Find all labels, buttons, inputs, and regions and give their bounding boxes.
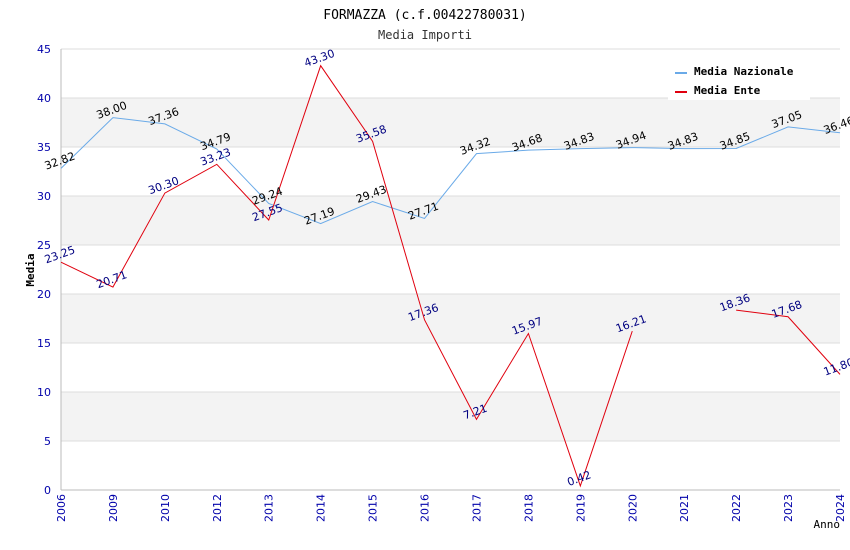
y-tick-label: 35: [37, 141, 51, 154]
y-tick-label: 0: [44, 484, 51, 497]
y-tick-label: 40: [37, 92, 51, 105]
x-tick-label: 2023: [782, 494, 795, 522]
x-tick-label: 2009: [107, 494, 120, 522]
y-tick-label: 5: [44, 435, 51, 448]
x-tick-labels: 2006 2009 2010 2012 2013 2014 2015 2016 2017 2018…: [55, 494, 847, 522]
legend-label-nazionale: Media Nazionale: [694, 65, 794, 78]
y-tick-label: 10: [37, 386, 51, 399]
y-tick-label: 20: [37, 288, 51, 301]
legend-box: [668, 60, 810, 100]
x-tick-label: 2017: [470, 494, 483, 522]
y-tick-labels: 0 5 10 15 20 25 30 35 40 45: [37, 43, 51, 497]
series-line-ente: [736, 309, 841, 375]
x-tick-label: 2013: [263, 494, 276, 522]
data-label: 30.30: [147, 174, 181, 197]
x-tick-label: 2021: [678, 494, 691, 522]
chart-title: FORMAZZA (c.f.00422780031): [323, 8, 527, 23]
chart-subtitle: Media Importi: [378, 28, 472, 42]
y-tick-label: 30: [37, 190, 51, 203]
y-tick-label: 25: [37, 239, 51, 252]
x-tick-label: 2014: [315, 494, 328, 522]
x-tick-label: 2024: [834, 494, 847, 522]
axes: [60, 49, 840, 491]
x-axis-title: Anno: [814, 518, 841, 531]
x-tick-label: 2019: [574, 494, 587, 522]
y-axis-title: Media: [24, 253, 37, 286]
plot-band: [61, 98, 840, 147]
data-label: 20.71: [95, 268, 129, 291]
series-line-ente: [60, 64, 633, 488]
x-tick-label: 2022: [730, 494, 743, 522]
plot-band: [61, 392, 840, 441]
x-tick-label: 2012: [211, 494, 224, 522]
plot-band: [61, 294, 840, 343]
x-tick-label: 2010: [159, 494, 172, 522]
x-tick-label: 2006: [55, 494, 68, 522]
legend: Media Nazionale Media Ente: [668, 60, 810, 100]
x-tick-label: 2020: [626, 494, 639, 522]
series-lines: [60, 64, 841, 488]
plot-bands: [61, 98, 840, 441]
x-tick-label: 2016: [419, 494, 432, 522]
plot-band: [61, 196, 840, 245]
data-label: 0.42: [565, 468, 592, 489]
x-tick-label: 2018: [522, 494, 535, 522]
x-tick-label: 2015: [367, 494, 380, 522]
series-line-nazionale: [60, 117, 841, 225]
y-tick-label: 45: [37, 43, 51, 56]
y-tick-label: 15: [37, 337, 51, 350]
legend-label-ente: Media Ente: [694, 84, 761, 97]
data-label: 43.30: [302, 47, 336, 70]
